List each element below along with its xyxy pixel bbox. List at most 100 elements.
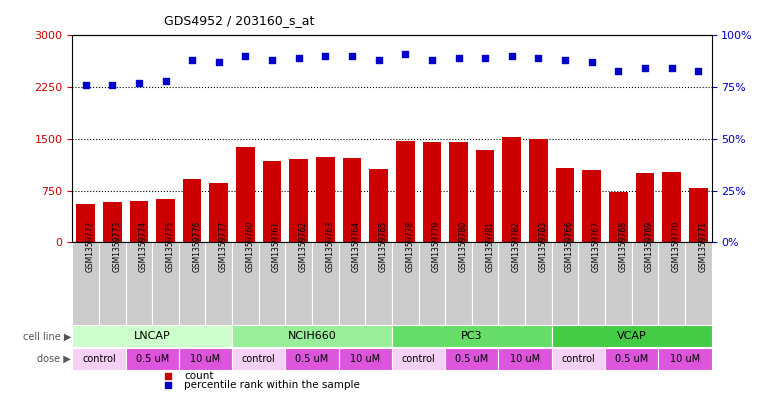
- Text: GSM1359771: GSM1359771: [699, 221, 707, 272]
- FancyBboxPatch shape: [179, 348, 232, 370]
- Text: GSM1359773: GSM1359773: [113, 221, 121, 272]
- Point: [107, 82, 119, 88]
- Point: [213, 59, 225, 65]
- Bar: [556, 169, 575, 242]
- FancyBboxPatch shape: [152, 242, 179, 325]
- Text: GSM1359774: GSM1359774: [139, 221, 148, 272]
- FancyBboxPatch shape: [658, 348, 712, 370]
- Text: GSM1359762: GSM1359762: [299, 221, 307, 272]
- Text: 10 uM: 10 uM: [190, 354, 221, 364]
- FancyBboxPatch shape: [232, 348, 285, 370]
- Bar: [289, 160, 308, 242]
- Bar: [209, 183, 228, 242]
- FancyBboxPatch shape: [365, 242, 392, 325]
- Text: control: control: [242, 354, 275, 364]
- FancyBboxPatch shape: [72, 325, 232, 347]
- Point: [76, 373, 88, 379]
- FancyBboxPatch shape: [285, 242, 312, 325]
- FancyBboxPatch shape: [392, 242, 419, 325]
- FancyBboxPatch shape: [126, 348, 179, 370]
- Text: GSM1359783: GSM1359783: [539, 221, 547, 272]
- Text: GDS4952 / 203160_s_at: GDS4952 / 203160_s_at: [164, 15, 314, 28]
- FancyBboxPatch shape: [72, 242, 99, 325]
- Text: cell line ▶: cell line ▶: [23, 331, 71, 342]
- Bar: [422, 141, 441, 242]
- Point: [559, 57, 571, 63]
- Text: GSM1359777: GSM1359777: [219, 221, 228, 272]
- Bar: [662, 172, 681, 242]
- FancyBboxPatch shape: [232, 242, 259, 325]
- Text: control: control: [82, 354, 116, 364]
- Text: percentile rank within the sample: percentile rank within the sample: [184, 380, 360, 390]
- Point: [373, 57, 385, 63]
- Text: count: count: [184, 371, 214, 381]
- FancyBboxPatch shape: [232, 325, 392, 347]
- FancyBboxPatch shape: [99, 242, 126, 325]
- FancyBboxPatch shape: [472, 242, 498, 325]
- Text: GSM1359770: GSM1359770: [672, 221, 680, 272]
- Text: GSM1359764: GSM1359764: [352, 221, 361, 272]
- Bar: [129, 201, 148, 242]
- Text: 10 uM: 10 uM: [510, 354, 540, 364]
- Bar: [183, 179, 202, 242]
- Text: GSM1359767: GSM1359767: [592, 221, 600, 272]
- Point: [160, 78, 172, 84]
- Point: [400, 51, 412, 57]
- FancyBboxPatch shape: [445, 242, 472, 325]
- FancyBboxPatch shape: [685, 242, 712, 325]
- Point: [240, 53, 252, 59]
- Text: 0.5 uM: 0.5 uM: [455, 354, 489, 364]
- Point: [693, 67, 705, 73]
- Text: GSM1359776: GSM1359776: [193, 221, 201, 272]
- Point: [506, 53, 518, 59]
- Text: GSM1359766: GSM1359766: [565, 221, 574, 272]
- Text: GSM1359772: GSM1359772: [86, 221, 94, 272]
- Point: [293, 55, 305, 61]
- FancyBboxPatch shape: [392, 325, 552, 347]
- Text: GSM1359765: GSM1359765: [379, 221, 387, 272]
- Bar: [689, 188, 708, 242]
- Bar: [582, 170, 601, 242]
- Bar: [476, 150, 495, 242]
- Text: 10 uM: 10 uM: [670, 354, 700, 364]
- Text: NCIH660: NCIH660: [288, 331, 336, 342]
- Text: PC3: PC3: [461, 331, 482, 342]
- Text: 10 uM: 10 uM: [350, 354, 380, 364]
- Text: GSM1359768: GSM1359768: [618, 221, 627, 272]
- Text: GSM1359775: GSM1359775: [166, 221, 174, 272]
- Point: [586, 59, 598, 65]
- Text: GSM1359760: GSM1359760: [246, 221, 254, 272]
- Point: [76, 382, 88, 388]
- Bar: [529, 140, 548, 242]
- FancyBboxPatch shape: [498, 242, 525, 325]
- Bar: [316, 158, 335, 242]
- Text: dose ▶: dose ▶: [37, 354, 71, 364]
- FancyBboxPatch shape: [632, 242, 658, 325]
- Bar: [369, 169, 388, 242]
- FancyBboxPatch shape: [552, 242, 578, 325]
- FancyBboxPatch shape: [605, 348, 658, 370]
- FancyBboxPatch shape: [179, 242, 205, 325]
- Bar: [342, 158, 361, 242]
- FancyBboxPatch shape: [605, 242, 632, 325]
- Point: [639, 65, 651, 72]
- Point: [266, 57, 279, 63]
- Point: [346, 53, 358, 59]
- Text: GSM1359782: GSM1359782: [512, 221, 521, 272]
- Text: GSM1359769: GSM1359769: [645, 221, 654, 272]
- FancyBboxPatch shape: [72, 348, 126, 370]
- Bar: [635, 173, 654, 242]
- Text: GSM1359761: GSM1359761: [272, 221, 281, 272]
- Bar: [449, 142, 468, 242]
- Bar: [156, 200, 175, 242]
- Point: [426, 57, 438, 63]
- FancyBboxPatch shape: [498, 348, 552, 370]
- Point: [80, 82, 92, 88]
- Point: [533, 55, 545, 61]
- FancyBboxPatch shape: [205, 242, 232, 325]
- FancyBboxPatch shape: [126, 242, 152, 325]
- Text: control: control: [402, 354, 435, 364]
- Text: GSM1359763: GSM1359763: [326, 221, 334, 272]
- Text: LNCAP: LNCAP: [134, 331, 170, 342]
- FancyBboxPatch shape: [552, 348, 605, 370]
